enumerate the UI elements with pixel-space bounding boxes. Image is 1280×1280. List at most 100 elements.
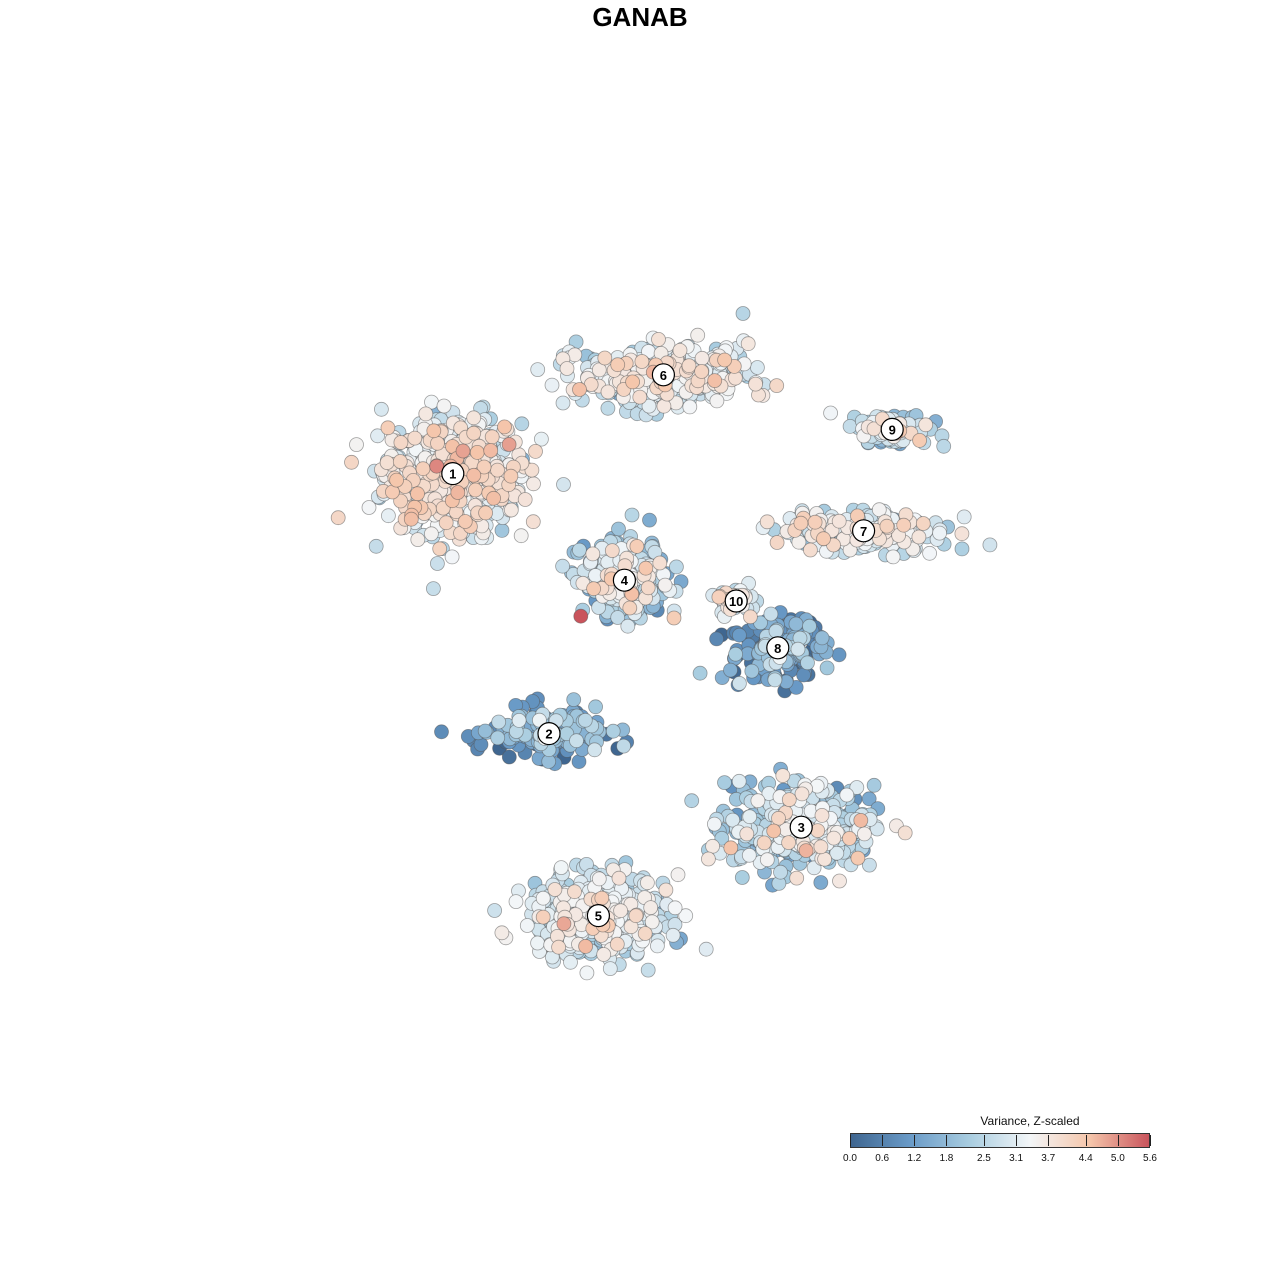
- scatter-point: [819, 660, 835, 676]
- scatter-point: [490, 462, 505, 478]
- scatter-point: [885, 549, 901, 565]
- scatter-point: [563, 954, 578, 970]
- scatter-point: [579, 965, 595, 981]
- scatter-point: [503, 502, 519, 518]
- scatter-point: [682, 399, 698, 415]
- scatter-point: [534, 431, 549, 447]
- scatter-point: [826, 830, 842, 846]
- scatter-point: [678, 908, 694, 924]
- scatter-point: [455, 443, 471, 459]
- scatter-point: [587, 742, 602, 758]
- scatter-point: [798, 843, 814, 858]
- scatter-point: [556, 477, 571, 492]
- scatter-point: [588, 699, 603, 715]
- scatter-point: [832, 873, 847, 889]
- scatter-point: [410, 532, 426, 547]
- scatter-point: [781, 835, 796, 850]
- scatter-point: [517, 492, 533, 507]
- scatter-point: [430, 435, 445, 451]
- scatter-point: [732, 627, 747, 643]
- scatter-point: [850, 850, 866, 866]
- scatter-point: [425, 581, 441, 596]
- scatter-point: [361, 500, 377, 515]
- scatter-point: [600, 384, 616, 400]
- scatter-point: [657, 577, 673, 593]
- scatter-point: [814, 630, 830, 646]
- scatter-point: [624, 507, 640, 523]
- scatter-point: [466, 410, 482, 426]
- scatter-point: [373, 401, 389, 417]
- scatter-point: [559, 361, 575, 376]
- scatter-point: [423, 526, 439, 542]
- scatter-point: [831, 647, 847, 663]
- scatter-point: [418, 406, 434, 422]
- legend-tick-mark: [882, 1135, 884, 1146]
- scatter-point: [732, 676, 747, 691]
- scatter-point: [544, 377, 560, 393]
- scatter-point: [879, 518, 895, 534]
- scatter-point: [604, 543, 620, 558]
- scatter-point: [759, 852, 775, 868]
- scatter-point: [566, 692, 582, 707]
- scatter-point: [553, 860, 569, 875]
- scatter-point: [666, 610, 682, 626]
- scatter-point: [817, 851, 832, 867]
- scatter-point: [628, 908, 644, 924]
- legend-tick-mark: [914, 1135, 916, 1146]
- scatter-point: [759, 514, 775, 530]
- scatter-point: [597, 350, 613, 366]
- legend-title: Variance, Z-scaled: [980, 1114, 1080, 1128]
- scatter-point: [403, 511, 419, 527]
- scatter-point: [467, 482, 483, 498]
- legend-tick-label: 0.0: [843, 1153, 857, 1164]
- scatter-point: [912, 432, 927, 448]
- scatter-point: [735, 306, 751, 321]
- scatter-point: [807, 514, 823, 530]
- scatter-point: [707, 373, 723, 389]
- scatter-point: [586, 581, 601, 597]
- scatter-point: [932, 525, 947, 541]
- scatter-point: [616, 738, 631, 754]
- scatter-point: [769, 378, 785, 394]
- scatter-point: [831, 513, 847, 529]
- legend-tick-label: 2.5: [976, 1153, 991, 1164]
- scatter-point: [742, 809, 758, 825]
- scatter-point: [665, 927, 681, 943]
- scatter-point: [611, 870, 627, 886]
- legend-tick-mark: [983, 1135, 985, 1146]
- scatter-point: [741, 847, 757, 863]
- scatter-point: [744, 663, 760, 679]
- scatter-point: [750, 793, 766, 809]
- scatter-point: [705, 838, 720, 854]
- scatter-point: [781, 792, 797, 807]
- cluster-label-text: 9: [889, 422, 896, 437]
- scatter-point: [640, 962, 656, 978]
- scatter-point: [525, 514, 541, 530]
- cluster-label-text: 5: [595, 909, 602, 924]
- scatter-point: [897, 825, 913, 841]
- scatter-point: [610, 357, 626, 373]
- scatter-point: [349, 437, 364, 453]
- scatter-point: [530, 362, 546, 378]
- scatter-point: [813, 839, 829, 855]
- scatter-point: [501, 749, 517, 765]
- legend-tick-mark: [1085, 1135, 1087, 1146]
- scatter-point: [694, 350, 710, 366]
- scatter-point: [842, 831, 857, 846]
- scatter-point: [756, 835, 772, 851]
- scatter-point: [613, 903, 628, 919]
- scatter-point: [775, 768, 791, 783]
- scatter-point: [658, 882, 674, 898]
- scatter-point: [483, 443, 499, 458]
- scatter-point: [535, 890, 551, 906]
- scatter-point: [640, 580, 656, 596]
- scatter-point: [638, 560, 654, 576]
- scatter-point: [572, 542, 587, 558]
- scatter-point: [625, 374, 640, 390]
- scatter-point: [701, 851, 716, 867]
- scatter-point: [370, 428, 386, 444]
- scatter-point: [573, 608, 589, 624]
- scatter-point: [487, 903, 503, 918]
- scatter-point: [469, 444, 485, 460]
- scatter-point: [535, 909, 551, 925]
